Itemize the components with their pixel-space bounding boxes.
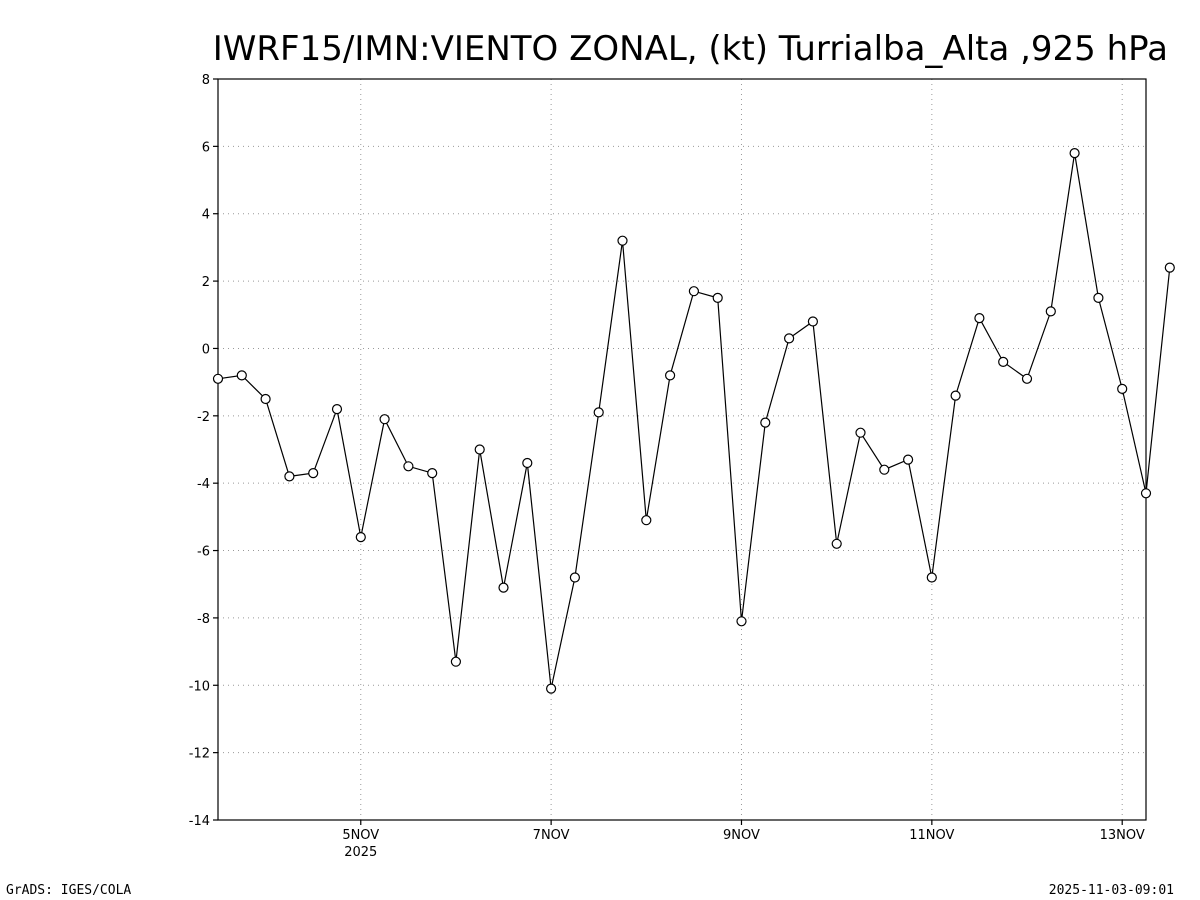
footer-right: 2025-11-03-09:01 [1049, 883, 1174, 898]
data-point [1045, 306, 1056, 317]
data-point [284, 471, 295, 482]
data-point [450, 656, 461, 667]
data-point [617, 235, 628, 246]
data-point [545, 683, 557, 694]
x-tick-label: 13NOV [1100, 828, 1145, 843]
data-point [879, 464, 890, 475]
data-point [569, 572, 581, 583]
data-point [331, 404, 343, 415]
data-point [498, 582, 509, 593]
y-axis: 8 6 4 2 0 -2 -4 -6 -8 -10 -12 -14 [189, 73, 218, 829]
data-point [760, 417, 771, 428]
data-point [1021, 373, 1033, 384]
data-point [1093, 292, 1104, 303]
data-point [427, 468, 438, 479]
y-tick-label: 0 [202, 342, 210, 357]
grid [218, 79, 1146, 820]
y-tick-label: 2 [202, 275, 210, 290]
data-point [950, 390, 961, 401]
data-point [308, 468, 319, 479]
series-line [217, 153, 1171, 689]
y-tick-label: 8 [202, 73, 210, 88]
y-tick-label: -6 [197, 545, 210, 560]
x-tick-label: 5NOV [342, 828, 379, 843]
data-point [1069, 148, 1080, 159]
data-point [807, 316, 819, 327]
data-point [403, 461, 414, 472]
series-layer [212, 148, 1175, 694]
data-point [1140, 488, 1152, 499]
data-point [641, 515, 652, 526]
y-tick-label: -14 [189, 814, 210, 829]
data-point [664, 370, 676, 381]
data-point [593, 407, 604, 418]
y-tick-label: -12 [189, 747, 210, 762]
data-point [212, 373, 224, 384]
y-tick-label: 6 [202, 140, 210, 155]
data-point [974, 313, 985, 324]
data-point [998, 356, 1009, 367]
data-point [236, 370, 247, 381]
data-point [474, 444, 485, 455]
y-tick-label: 4 [202, 208, 210, 223]
data-point [688, 286, 700, 297]
x-tick-label: 7NOV [533, 828, 570, 843]
data-point [379, 414, 390, 425]
plot-frame [217, 78, 1147, 821]
y-tick-label: -8 [197, 612, 210, 627]
x-axis: 5NOV 2025 7NOV 9NOV 11NOV 13NOV [342, 820, 1145, 860]
y-tick-label: -4 [197, 477, 210, 492]
data-point [902, 454, 914, 465]
footer-left: GrADS: IGES/COLA [6, 883, 131, 898]
x-tick-label: 11NOV [909, 828, 954, 843]
y-tick-label: -2 [197, 410, 210, 425]
data-point [260, 393, 271, 405]
y-tick-label: -10 [189, 679, 210, 694]
data-point [926, 572, 937, 583]
data-point [712, 292, 723, 303]
data-point [831, 538, 842, 549]
data-point [855, 427, 866, 438]
x-tick-sublabel: 2025 [344, 845, 377, 860]
data-point [522, 457, 533, 469]
chart-title: IWRF15/IMN:VIENTO ZONAL, (kt) Turrialba_… [213, 29, 1168, 69]
x-tick-label: 9NOV [723, 828, 760, 843]
data-point [355, 531, 366, 543]
data-point [1164, 262, 1175, 273]
data-point [736, 616, 747, 627]
data-point [783, 333, 795, 344]
data-point [1117, 383, 1128, 394]
